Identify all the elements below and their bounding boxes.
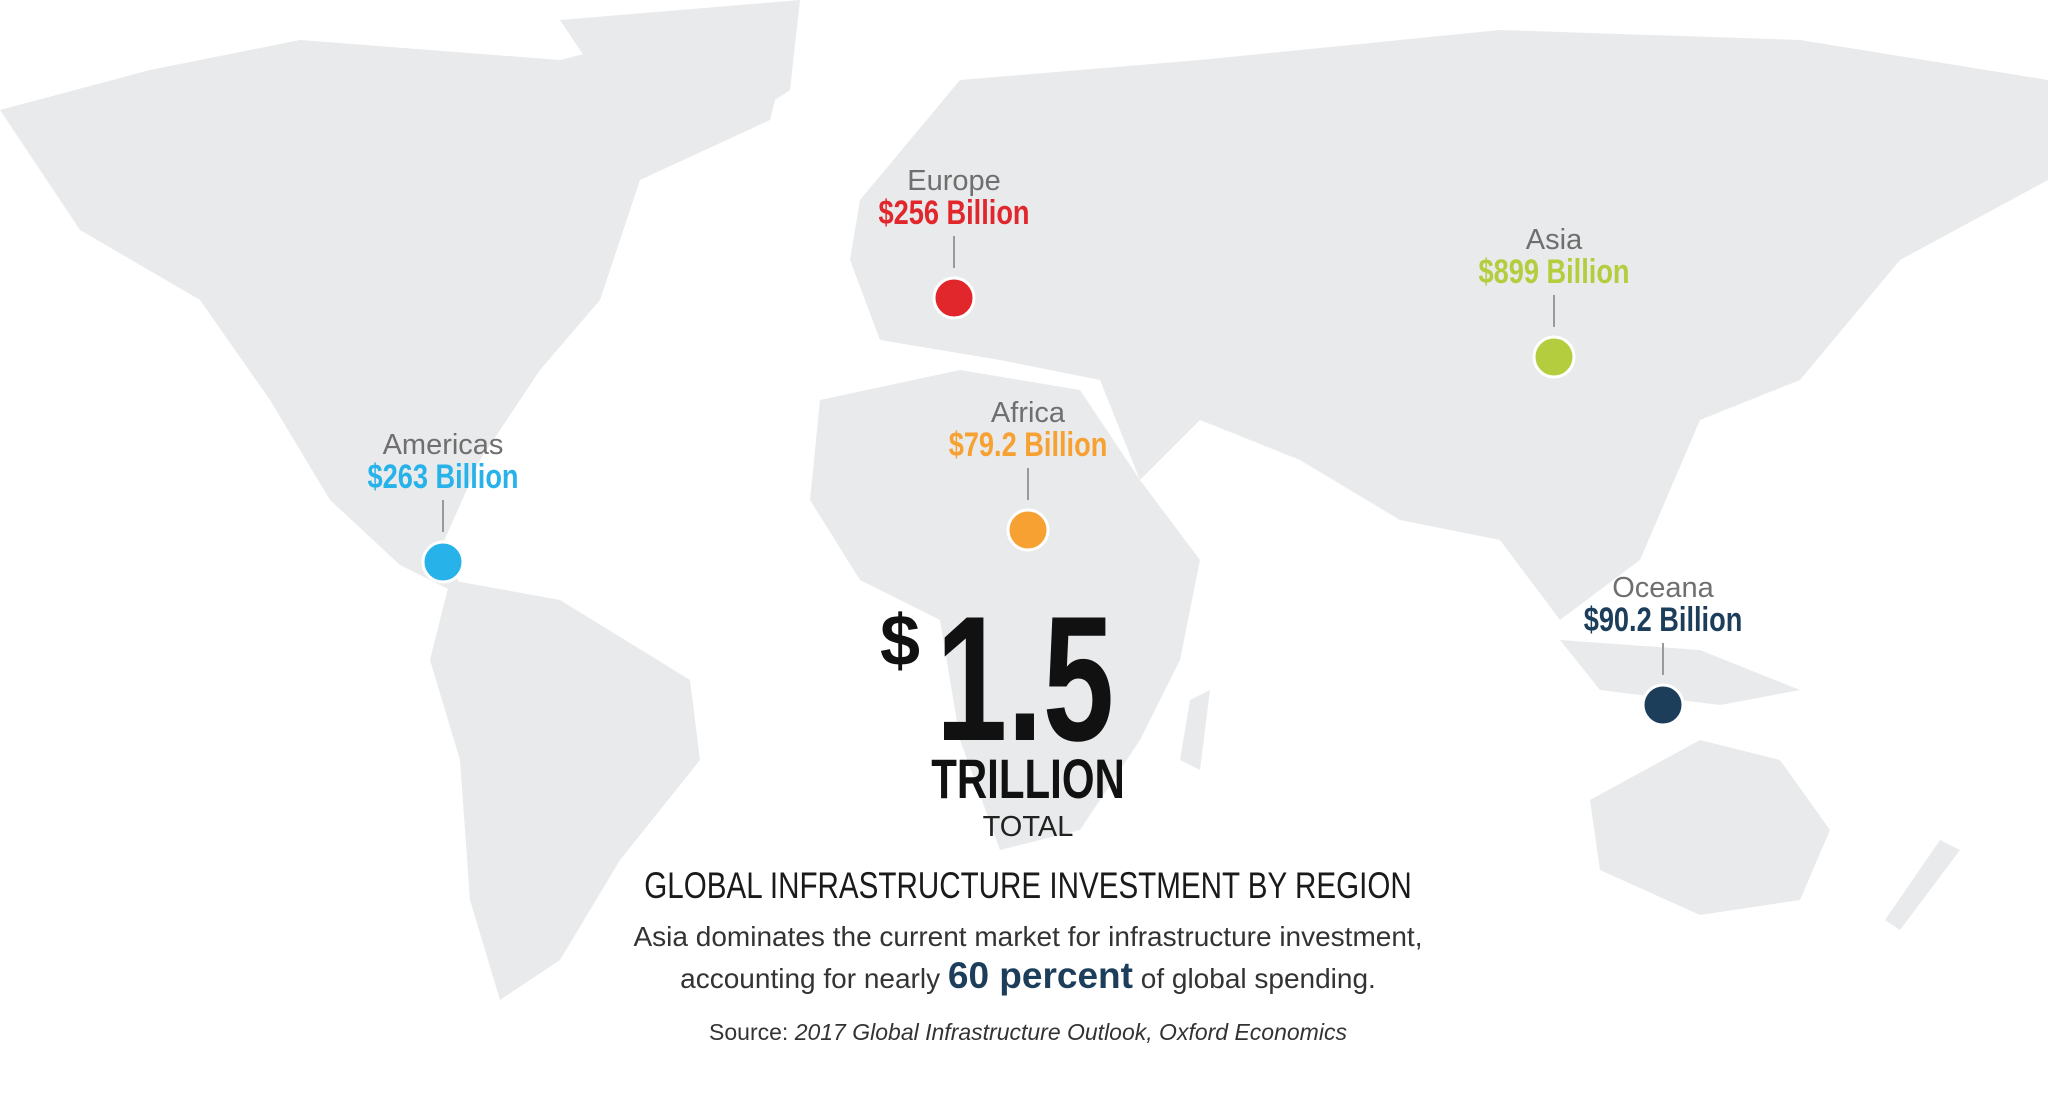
region-dot (932, 276, 976, 320)
region-value: $256 Billion (878, 193, 1029, 232)
region-value: $263 Billion (367, 457, 518, 496)
eurasia (850, 30, 2048, 620)
source-prefix: Source: (709, 1019, 795, 1045)
north-america (0, 0, 800, 600)
new-zealand (1885, 840, 1960, 930)
subtitle-line: Asia dominates the current market for in… (634, 921, 1423, 952)
total-label: TOTAL (983, 811, 1074, 843)
greenland (560, 0, 800, 150)
region-name: Oceana (1612, 572, 1714, 604)
region-markers: Europe$256 Billion Asia$899 Billion Americ… (367, 165, 1743, 727)
indonesia (1560, 640, 1800, 705)
region-dot (1532, 335, 1576, 379)
subtitle-highlight: 60 percent (948, 955, 1133, 996)
madagascar (1180, 690, 1210, 770)
region-value: $90.2 Billion (1584, 600, 1743, 639)
region-value: $899 Billion (1478, 252, 1629, 291)
region-name: Americas (383, 429, 504, 461)
region-name: Asia (1526, 224, 1583, 256)
subtitle-line: accounting for nearly 60 percent of glob… (680, 955, 1376, 996)
region-name: Europe (907, 165, 1001, 197)
total: $ 1.5 TRILLION TOTAL (880, 579, 1125, 843)
subtitle-text: of global spending. (1133, 963, 1376, 994)
source: Source: 2017 Global Infrastructure Outlo… (709, 1019, 1347, 1045)
total-unit: TRILLION (931, 748, 1125, 810)
australia (1590, 740, 1830, 915)
region-name: Africa (991, 397, 1066, 429)
source-text: 2017 Global Infrastructure Outlook, Oxfo… (794, 1019, 1348, 1045)
africa (810, 370, 1200, 850)
total-currency: $ (880, 601, 920, 681)
world-map (0, 0, 2048, 1000)
title: GLOBAL INFRASTRUCTURE INVESTMENT BY REGI… (644, 866, 1411, 907)
total-amount: 1.5 (936, 579, 1114, 778)
region-dot (1641, 683, 1685, 727)
region-dot (421, 540, 465, 584)
region-value: $79.2 Billion (949, 425, 1108, 464)
subtitle-text: accounting for nearly (680, 963, 948, 994)
region-dot (1006, 508, 1050, 552)
south-america (430, 580, 700, 1000)
